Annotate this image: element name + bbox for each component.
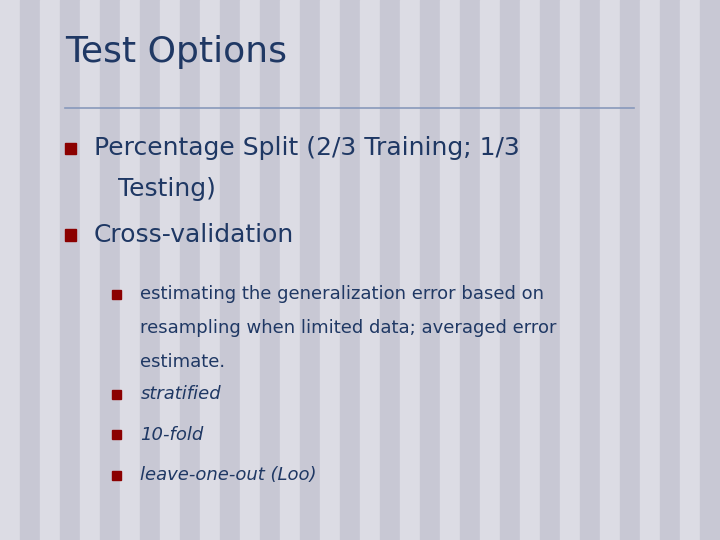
Bar [680, 0, 700, 540]
Bar [400, 0, 420, 540]
Bar [660, 0, 680, 540]
Bar [280, 0, 300, 540]
Bar [440, 0, 460, 540]
Bar [60, 0, 80, 540]
Bar [500, 0, 520, 540]
Bar [200, 0, 220, 540]
Bar [112, 289, 121, 299]
Text: estimating the generalization error based on: estimating the generalization error base… [140, 285, 544, 303]
Text: Test Options: Test Options [65, 35, 287, 69]
Bar [360, 0, 380, 540]
Bar [112, 430, 121, 440]
Bar [220, 0, 240, 540]
Bar [580, 0, 600, 540]
Bar [65, 143, 76, 154]
Bar [520, 0, 540, 540]
Text: Cross-validation: Cross-validation [94, 223, 294, 247]
Bar [260, 0, 280, 540]
Bar [65, 229, 76, 241]
Bar [160, 0, 180, 540]
Bar [120, 0, 140, 540]
Bar [480, 0, 500, 540]
Bar [640, 0, 660, 540]
Text: leave-one-out (Loo): leave-one-out (Loo) [140, 466, 317, 484]
Bar [180, 0, 200, 540]
Bar [420, 0, 440, 540]
Bar [600, 0, 620, 540]
Text: Percentage Split (2/3 Training; 1/3: Percentage Split (2/3 Training; 1/3 [94, 137, 519, 160]
Bar [560, 0, 580, 540]
Text: Testing): Testing) [94, 177, 215, 201]
Text: estimate.: estimate. [140, 353, 225, 372]
Bar [320, 0, 340, 540]
Bar [100, 0, 120, 540]
Bar [340, 0, 360, 540]
Bar [300, 0, 320, 540]
Bar [112, 389, 121, 399]
Text: 10-fold: 10-fold [140, 426, 204, 444]
Bar [0, 0, 20, 540]
Bar [140, 0, 160, 540]
Bar [620, 0, 640, 540]
Bar [40, 0, 60, 540]
Bar [700, 0, 720, 540]
Bar [540, 0, 560, 540]
Bar [112, 470, 121, 480]
Text: resampling when limited data; averaged error: resampling when limited data; averaged e… [140, 319, 557, 338]
Bar [240, 0, 260, 540]
Bar [80, 0, 100, 540]
Bar [380, 0, 400, 540]
Bar [20, 0, 40, 540]
Text: stratified: stratified [140, 385, 221, 403]
Bar [460, 0, 480, 540]
